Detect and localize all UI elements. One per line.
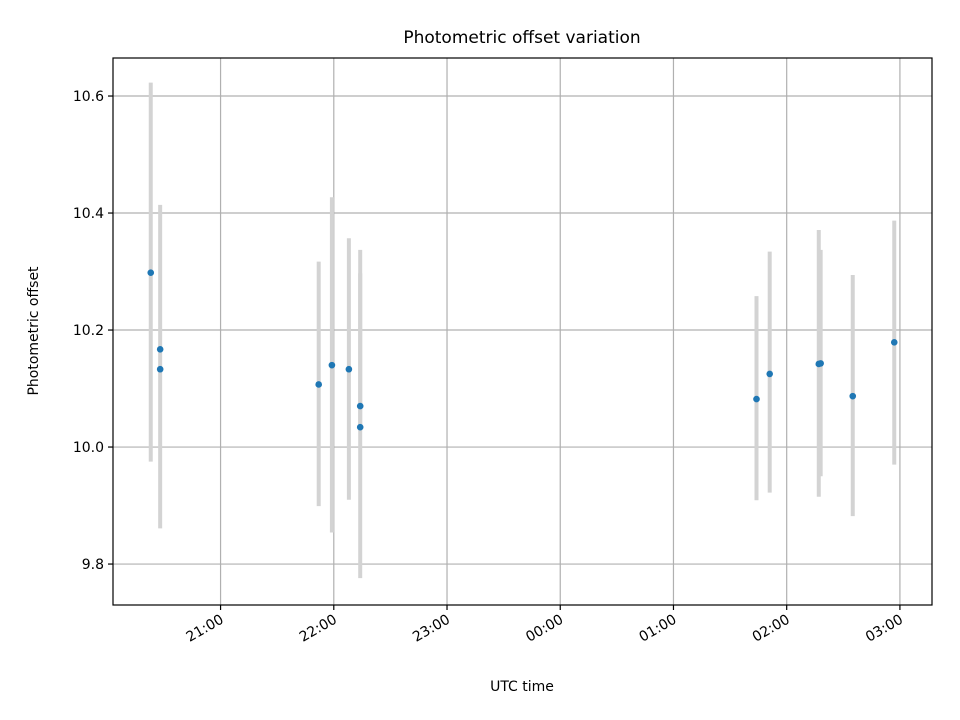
x-tick-label: 21:00 — [184, 612, 227, 646]
data-point — [315, 381, 322, 388]
x-tick-label: 02:00 — [750, 612, 793, 646]
y-axis-label: Photometric offset — [26, 266, 42, 396]
data-point — [328, 361, 336, 369]
x-tick-label: 00:00 — [523, 612, 566, 646]
data-point — [849, 392, 857, 400]
x-tick-label: 23:00 — [410, 612, 453, 646]
x-axis-label: UTC time — [490, 679, 554, 695]
x-tick-label: 03:00 — [863, 612, 906, 646]
grid — [113, 58, 932, 605]
x-axis: 21:00 22:00 23:00 00:00 01:00 02:00 03:00 — [184, 605, 906, 646]
data-point — [345, 365, 353, 373]
x-tick-label: 22:00 — [297, 612, 340, 646]
data-point — [817, 360, 824, 367]
data-point — [156, 346, 164, 353]
y-tick-label: 10.4 — [73, 206, 104, 222]
data-point — [753, 395, 760, 403]
data-point — [147, 269, 155, 277]
x-tick-label: 01:00 — [637, 612, 680, 646]
data-point — [356, 402, 364, 410]
y-tick-label: 9.8 — [82, 557, 104, 573]
y-tick-label: 10.6 — [73, 89, 104, 105]
data-points — [147, 269, 898, 431]
y-tick-label: 10.0 — [73, 440, 104, 456]
chart-title: Photometric offset variation — [403, 28, 640, 48]
y-axis: 9.8 10.0 10.2 10.4 10.6 — [73, 89, 113, 573]
y-tick-label: 10.2 — [73, 323, 104, 339]
data-point — [156, 365, 164, 373]
data-point — [766, 370, 774, 378]
plot-frame — [112, 57, 933, 606]
data-point — [356, 423, 364, 431]
data-point — [890, 339, 898, 346]
